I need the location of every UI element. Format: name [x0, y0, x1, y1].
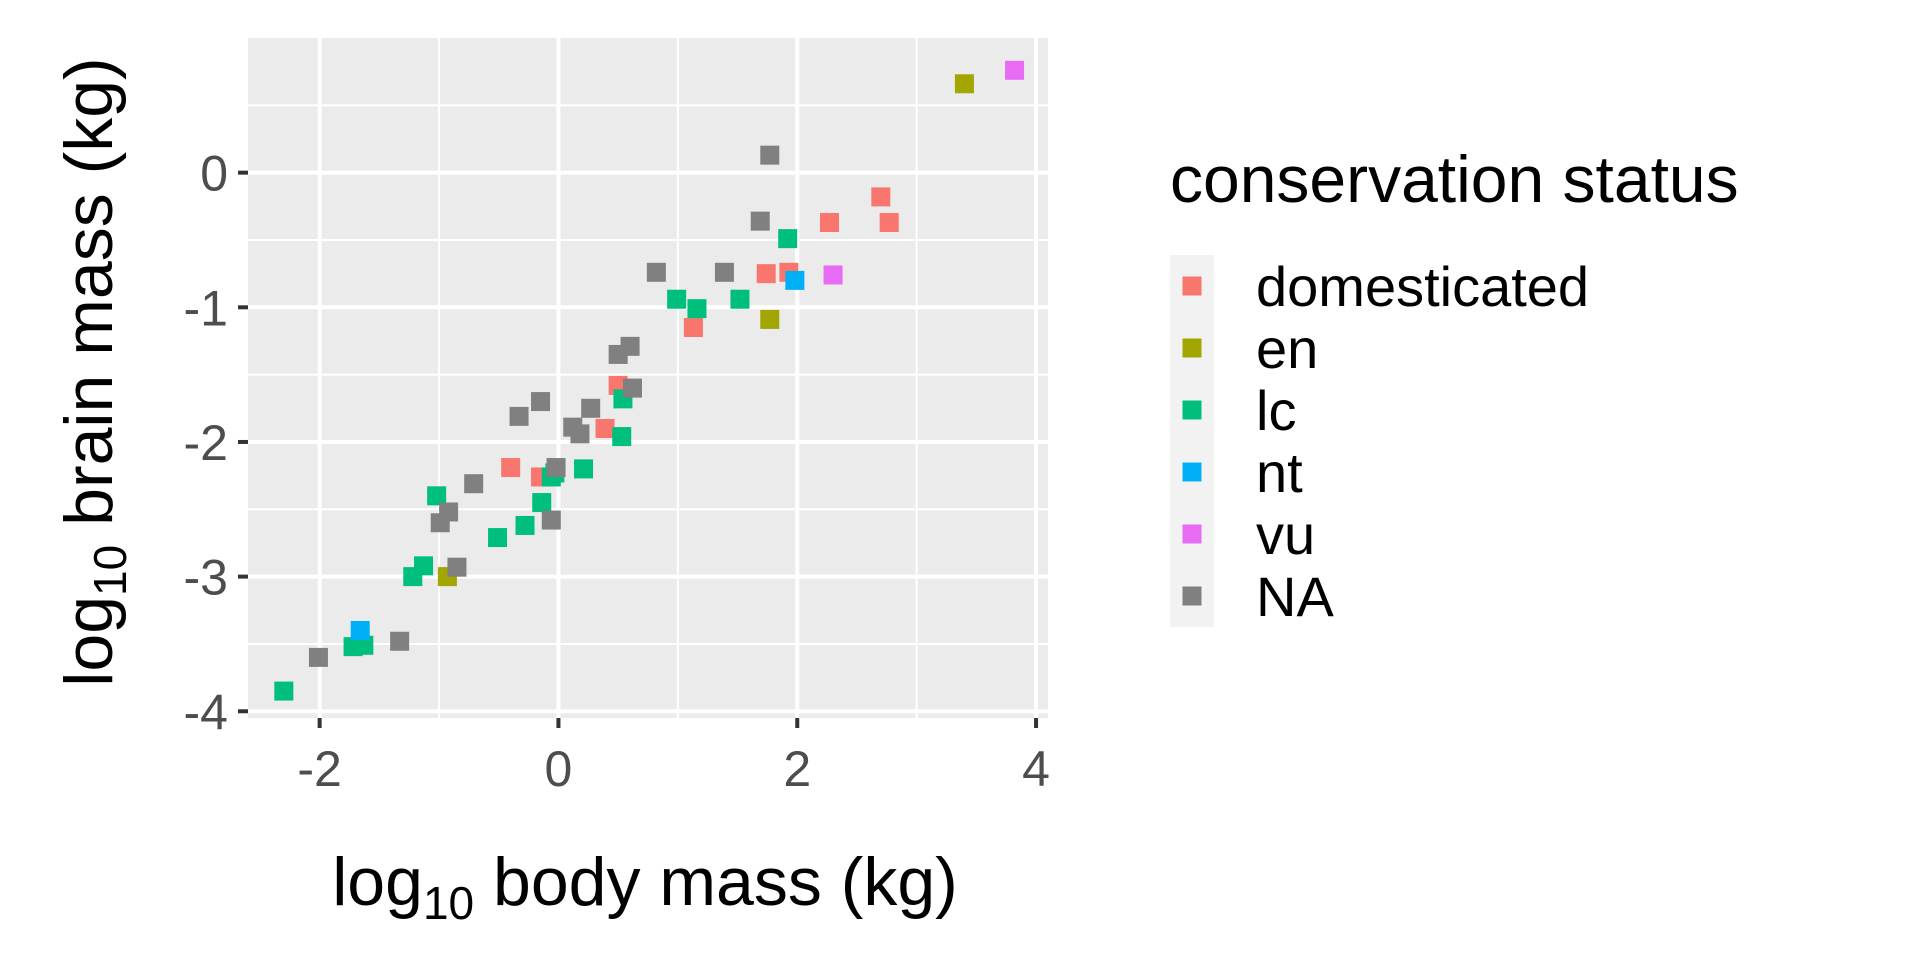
minor-gridlines	[248, 38, 1048, 718]
legend-key-vu	[1182, 524, 1202, 544]
x-axis-title-rest: body mass (kg)	[474, 844, 958, 920]
x-axis-title-subscript: 10	[423, 877, 474, 929]
data-point-na	[308, 647, 328, 667]
y-tick-label: 0	[200, 146, 228, 202]
legend: conservation status domesticatedenlcntvu…	[1170, 142, 1739, 628]
data-point-na	[581, 398, 601, 418]
x-tick-label: -2	[297, 741, 341, 797]
x-tick-label: 4	[1022, 741, 1050, 797]
x-tick-label: 0	[545, 741, 573, 797]
y-axis-title-rest: brain mass (kg)	[51, 57, 127, 544]
x-axis-title: log10 body mass (kg)	[332, 844, 958, 929]
y-tick-label: -3	[184, 550, 228, 606]
data-point-na	[750, 211, 770, 231]
panel-background	[248, 38, 1048, 718]
x-tick-label: 2	[783, 741, 811, 797]
legend-label-domesticated: domesticated	[1256, 255, 1589, 318]
series-nt	[350, 270, 805, 640]
legend-label-en: en	[1256, 317, 1318, 380]
data-point-na	[447, 557, 467, 577]
data-point-na	[608, 344, 628, 364]
data-point-vu	[823, 265, 843, 285]
data-point-domesticated	[595, 418, 615, 438]
data-point-lc	[730, 289, 750, 309]
data-point-na	[509, 406, 529, 426]
data-point-lc	[274, 681, 294, 701]
data-point-na	[464, 474, 484, 494]
legend-key-lc	[1182, 400, 1202, 420]
data-point-lc	[403, 567, 423, 587]
data-point-na	[390, 631, 410, 651]
data-point-na	[546, 458, 566, 478]
data-point-na	[760, 145, 780, 165]
data-point-nt	[785, 270, 805, 290]
data-point-na	[570, 424, 590, 444]
data-point-na	[541, 510, 561, 530]
data-point-domesticated	[756, 264, 776, 284]
legend-label-na: NA	[1256, 565, 1334, 628]
data-point-lc	[778, 229, 798, 249]
data-point-domesticated	[501, 458, 521, 478]
y-axis-title-subscript: 10	[84, 545, 136, 596]
y-axis-title: log10 brain mass (kg)	[51, 57, 136, 686]
data-point-na	[430, 513, 450, 533]
legend-label-lc: lc	[1256, 379, 1296, 442]
data-point-lc	[488, 528, 508, 548]
data-point-domesticated	[879, 212, 899, 232]
y-tick-label: -2	[184, 415, 228, 471]
data-point-na	[531, 392, 551, 412]
y-axis-title-base: log	[51, 596, 127, 687]
data-point-lc	[687, 299, 707, 319]
data-point-lc	[343, 637, 363, 657]
data-point-domesticated	[871, 187, 891, 207]
data-point-lc	[667, 289, 687, 309]
data-point-na	[714, 262, 734, 282]
series-na	[308, 145, 780, 667]
data-point-na	[622, 378, 642, 398]
data-point-na	[646, 262, 666, 282]
legend-label-nt: nt	[1256, 441, 1303, 504]
data-point-lc	[515, 515, 535, 535]
legend-title: conservation status	[1170, 142, 1739, 216]
major-gridlines	[248, 38, 1048, 718]
data-point-domesticated	[819, 212, 839, 232]
data-point-domesticated	[683, 318, 703, 338]
y-axis: -4 -3 -2 -1 0	[184, 146, 248, 740]
data-point-lc	[427, 486, 447, 506]
series-vu	[823, 60, 1025, 285]
data-point-en	[954, 74, 974, 94]
data-point-lc	[612, 427, 632, 447]
legend-key-nt	[1182, 462, 1202, 482]
y-tick-label: -4	[184, 684, 228, 740]
legend-key-na	[1182, 586, 1202, 606]
data-points	[274, 60, 1025, 701]
legend-key-en	[1182, 338, 1202, 358]
legend-key-domesticated	[1182, 276, 1202, 296]
data-point-vu	[1005, 60, 1025, 80]
data-point-nt	[350, 620, 370, 640]
x-axis-title-base: log	[332, 844, 423, 920]
data-point-lc	[574, 459, 594, 479]
x-axis: -2 0 2 4	[297, 718, 1050, 797]
y-tick-label: -1	[184, 280, 228, 336]
data-point-en	[760, 309, 780, 329]
data-point-lc	[532, 493, 552, 513]
legend-label-vu: vu	[1256, 503, 1315, 566]
